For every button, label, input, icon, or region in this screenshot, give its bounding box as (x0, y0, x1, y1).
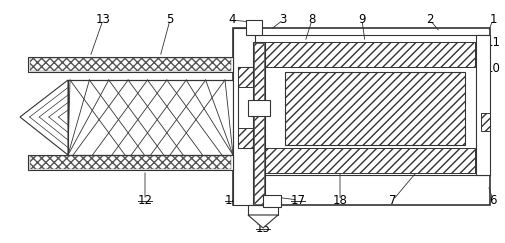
Bar (253, 42, 265, 205)
Text: 3: 3 (279, 14, 287, 26)
Text: 5: 5 (166, 14, 174, 26)
Text: 13: 13 (95, 14, 111, 26)
Bar (238, 128, 255, 148)
Bar (255, 148, 475, 173)
Bar (233, 28, 490, 205)
Bar (476, 35, 490, 175)
Bar (233, 28, 255, 205)
Text: 11: 11 (485, 36, 500, 50)
Text: 1: 1 (489, 14, 497, 26)
Bar (28, 57, 233, 72)
Text: 10: 10 (486, 61, 500, 75)
Text: 18: 18 (333, 193, 347, 207)
Text: 15: 15 (256, 222, 271, 234)
Bar (30, 58, 231, 71)
Bar (30, 156, 231, 169)
Bar (248, 100, 270, 116)
Text: 6: 6 (489, 193, 497, 207)
Bar (248, 205, 278, 215)
Text: 7: 7 (389, 193, 397, 207)
Bar (28, 155, 233, 170)
Bar (68, 80, 233, 155)
Text: 14: 14 (225, 193, 239, 207)
Text: 9: 9 (358, 14, 366, 26)
Text: 12: 12 (137, 193, 153, 207)
Polygon shape (248, 215, 278, 228)
Bar (238, 67, 255, 87)
Bar (481, 113, 490, 131)
Bar (263, 195, 281, 207)
Bar (285, 72, 465, 145)
Bar (255, 42, 475, 67)
Text: 8: 8 (309, 14, 316, 26)
Text: 4: 4 (228, 14, 236, 26)
Polygon shape (20, 80, 68, 155)
Text: 17: 17 (290, 193, 306, 207)
Text: 2: 2 (426, 14, 434, 26)
Bar (238, 67, 255, 148)
Bar (254, 43, 264, 204)
Bar (246, 20, 262, 35)
